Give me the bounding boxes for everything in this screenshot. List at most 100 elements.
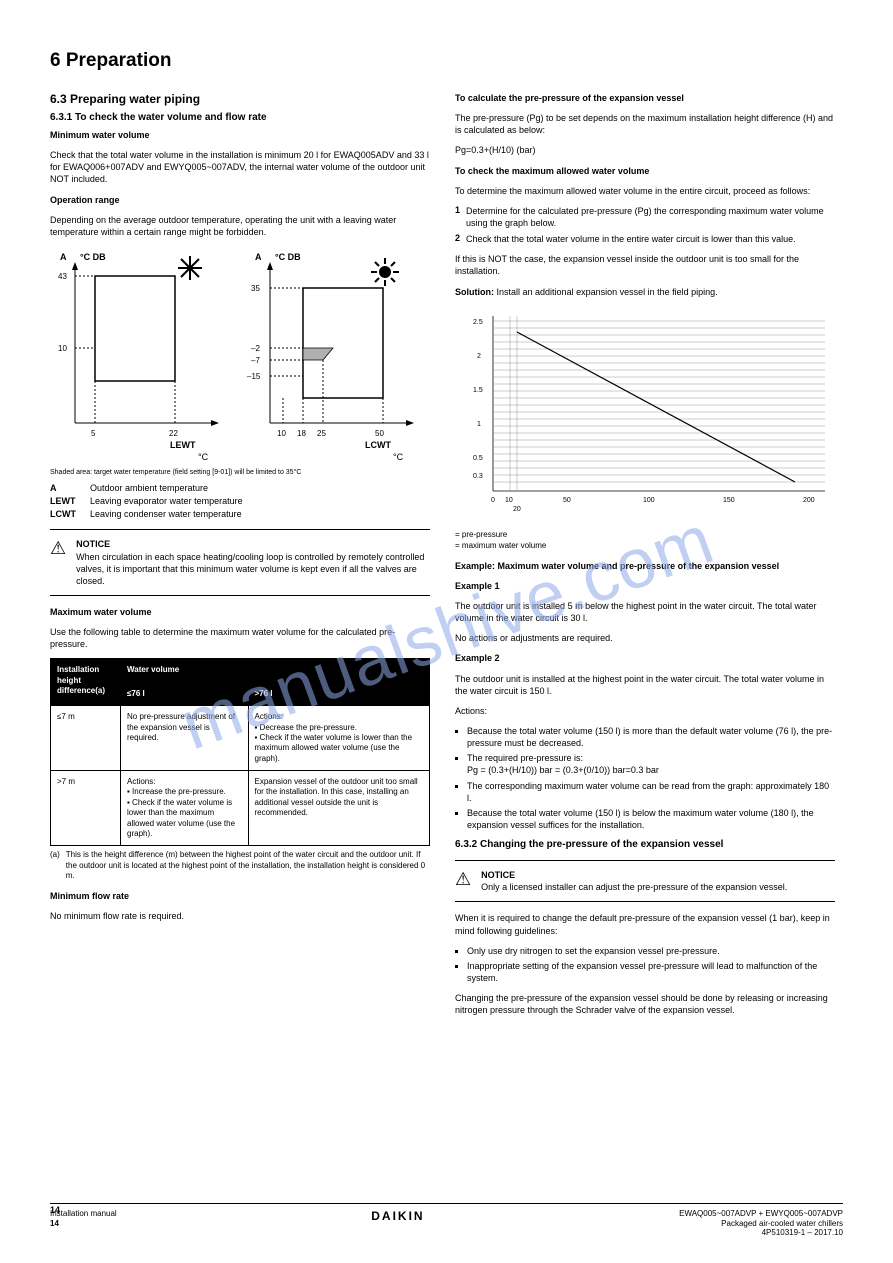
svg-text:100: 100	[643, 497, 655, 504]
svg-text:A: A	[255, 252, 262, 262]
left-column: 6.3 Preparing water piping 6.3.1 To chec…	[50, 92, 430, 1024]
matrix-r2a: Actions: ▪ Increase the pre-pressure. ▪ …	[121, 771, 249, 846]
axis-a-label: A	[60, 252, 67, 262]
svg-text:°C DB: °C DB	[275, 252, 301, 262]
example-2-bullets: Because the total water volume (150 l) i…	[467, 725, 835, 831]
svg-text:°C: °C	[393, 452, 404, 462]
svg-text:0: 0	[491, 497, 495, 504]
def-key-lcwt: LCWT	[50, 509, 90, 519]
notice-2-body: Only a licensed installer can adjust the…	[481, 881, 787, 893]
svg-text:–7: –7	[251, 356, 260, 365]
page-title: 6 Preparation	[50, 50, 843, 72]
step-2-num: 2	[455, 233, 460, 245]
example-2-actions-label: Actions:	[455, 705, 835, 717]
shaded-note: Shaded area: target water temperature (f…	[50, 469, 430, 477]
svg-text:20: 20	[513, 506, 521, 513]
svg-text:43: 43	[58, 272, 67, 281]
svg-text:0.5: 0.5	[473, 455, 483, 462]
heading-check-volume: 6.3.1 To check the water volume and flow…	[50, 112, 430, 123]
step-1-num: 1	[455, 205, 460, 229]
label-max-vol: Maximum water volume	[50, 606, 430, 618]
footer-logo: DAIKIN	[371, 1209, 424, 1223]
page-footer: Installation manual 14 DAIKIN EWAQ005~00…	[50, 1203, 843, 1238]
footnote-val: This is the height difference (m) betwee…	[66, 850, 430, 881]
svg-text:0.3: 0.3	[473, 473, 483, 480]
para-check: To determine the maximum allowed water v…	[455, 185, 835, 197]
svg-text:1.5: 1.5	[473, 387, 483, 394]
def-val-a: Outdoor ambient temperature	[90, 483, 208, 493]
bullets-632: Only use dry nitrogen to set the expansi…	[467, 945, 835, 984]
matrix-r1k: ≤7 m	[51, 706, 121, 771]
footer-left: Installation manual 14	[50, 1209, 117, 1228]
svg-text:1: 1	[477, 421, 481, 428]
para-min-flow: No minimum flow rate is required.	[50, 910, 430, 922]
svg-text:LCWT: LCWT	[365, 440, 391, 450]
svg-text:LEWT: LEWT	[170, 440, 196, 450]
svg-text:25: 25	[317, 429, 326, 438]
snowflake-icon	[176, 254, 204, 282]
solution-text: Install an additional expansion vessel i…	[497, 287, 718, 297]
right-column: To calculate the pre-pressure of the exp…	[455, 92, 835, 1024]
para-632b: Changing the pre-pressure of the expansi…	[455, 992, 835, 1016]
heading-632: 6.3.2 Changing the pre-pressure of the e…	[455, 839, 835, 850]
ex2-b2: The corresponding maximum water volume c…	[467, 780, 835, 804]
svg-text:50: 50	[563, 497, 571, 504]
b632-1: Inappropriate setting of the expansion v…	[467, 960, 835, 984]
b632-0: Only use dry nitrogen to set the expansi…	[467, 945, 835, 957]
svg-text:–15: –15	[247, 372, 261, 381]
para-min-volume: Check that the total water volume in the…	[50, 149, 430, 185]
heading-preparing: 6.3 Preparing water piping	[50, 92, 430, 106]
operation-range-charts: A °C DB	[50, 248, 430, 463]
para-632a: When it is required to change the defaul…	[455, 912, 835, 936]
para-max-vol: Use the following table to determine the…	[50, 626, 430, 650]
ex2-b1: The required pre-pressure is: Pg = (0.3+…	[467, 752, 835, 776]
example-2-p1: The outdoor unit is installed at the hig…	[455, 673, 835, 697]
sun-icon	[371, 258, 399, 286]
solution-label: Solution:	[455, 287, 494, 297]
example-2-label: Example 2	[455, 652, 835, 664]
chart-cooling: A °C DB	[50, 248, 225, 463]
def-key-lewt: LEWT	[50, 496, 90, 506]
chart-heating: A °C DB	[245, 248, 420, 463]
volume-matrix: Installation height difference(a) Water …	[50, 658, 430, 846]
label-op-range: Operation range	[50, 194, 430, 206]
step-1: Determine for the calculated pre-pressur…	[466, 205, 835, 229]
notice-body: When circulation in each space heating/c…	[76, 551, 430, 587]
svg-text:35: 35	[251, 284, 260, 293]
example-1-p1: The outdoor unit is installed 5 m below …	[455, 600, 835, 624]
matrix-h1: Water volume	[121, 659, 430, 682]
matrix-h1a: ≤76 l	[121, 682, 249, 705]
example-heading: Example: Maximum water volume and pre-pr…	[455, 560, 835, 572]
def-key-a: A	[50, 483, 90, 493]
svg-text:18: 18	[297, 429, 306, 438]
ex2-b3: Because the total water volume (150 l) i…	[467, 807, 835, 831]
svg-text:50: 50	[375, 429, 384, 438]
matrix-r2k: >7 m	[51, 771, 121, 846]
warning-icon-2: ⚠	[455, 869, 471, 893]
pressure-volume-graph: 2.5 2 1.5 1 0.5 0.3 0 10 20 50 100 150 2…	[455, 306, 835, 526]
def-val-lewt: Leaving evaporator water temperature	[90, 496, 243, 506]
svg-text:°C DB: °C DB	[80, 252, 106, 262]
label-min-flow: Minimum flow rate	[50, 890, 430, 902]
footnote-key: (a)	[50, 850, 60, 881]
step-2: Check that the total water volume in the…	[466, 233, 796, 245]
svg-text:–2: –2	[251, 344, 260, 353]
svg-text:2: 2	[477, 353, 481, 360]
notice-box-2: ⚠ NOTICE Only a licensed installer can a…	[455, 860, 835, 902]
svg-text:22: 22	[169, 429, 178, 438]
para-formula: The pre-pressure (Pg) to be set depends …	[455, 112, 835, 136]
label-min-volume: Minimum water volume	[50, 129, 430, 141]
example-1-label: Example 1	[455, 580, 835, 592]
svg-text:10: 10	[277, 429, 286, 438]
para-ifnot: If this is NOT the case, the expansion v…	[455, 253, 835, 277]
graph-under-a: = pre-pressure	[455, 530, 507, 539]
svg-text:2.5: 2.5	[473, 319, 483, 326]
formula-text: Pg=0.3+(H/10) (bar)	[455, 144, 835, 156]
svg-text:10: 10	[58, 344, 67, 353]
matrix-r1b: Actions: ▪ Decrease the pre-pressure. ▪ …	[248, 706, 430, 771]
footer-right: EWAQ005~007ADVP + EWYQ005~007ADVP Packag…	[679, 1209, 843, 1238]
def-val-lcwt: Leaving condenser water temperature	[90, 509, 242, 519]
notice-2-label: NOTICE	[481, 869, 787, 881]
svg-text:°C: °C	[198, 452, 209, 462]
svg-text:10: 10	[505, 497, 513, 504]
